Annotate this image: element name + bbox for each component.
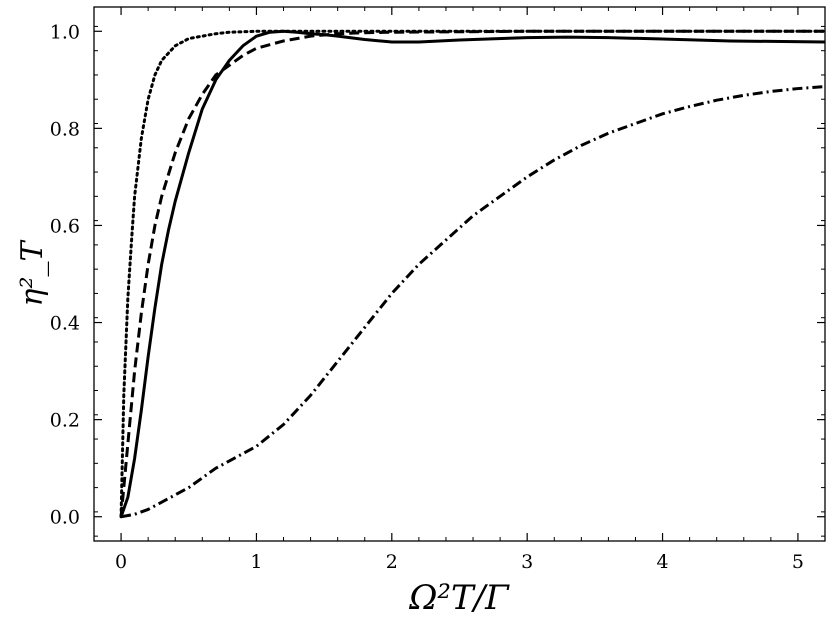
- x-axis-label: Ω²T/Γ: [408, 578, 510, 618]
- y-tick-label: 0.2: [50, 410, 80, 432]
- series-line-dashed: [119, 29, 825, 517]
- y-tick-label: 1.0: [50, 21, 80, 43]
- x-ticks: 0 1 2 3 4 5: [93, 7, 826, 573]
- x-tick-label: 3: [521, 551, 533, 573]
- series-layer: [119, 29, 827, 519]
- y-tick-label: 0.6: [50, 215, 80, 237]
- y-ticks: 0.0 0.2 0.4 0.6 0.8 1.0: [50, 21, 825, 537]
- x-tick-label: 4: [657, 551, 669, 573]
- plot-frame: [93, 6, 826, 542]
- x-tick-label: 0: [115, 551, 127, 573]
- series-line-dotted: [119, 29, 827, 519]
- series-line-dashdot: [120, 85, 826, 519]
- y-tick-label: 0.8: [50, 118, 80, 140]
- series-line-solid: [119, 29, 826, 518]
- y-tick-label: 0.4: [50, 313, 80, 335]
- y-axis-label: η²_T: [15, 240, 50, 307]
- x-tick-label: 2: [386, 551, 398, 573]
- x-tick-label: 1: [250, 551, 262, 573]
- y-tick-label: 0.0: [50, 507, 80, 529]
- x-tick-label: 5: [792, 551, 804, 573]
